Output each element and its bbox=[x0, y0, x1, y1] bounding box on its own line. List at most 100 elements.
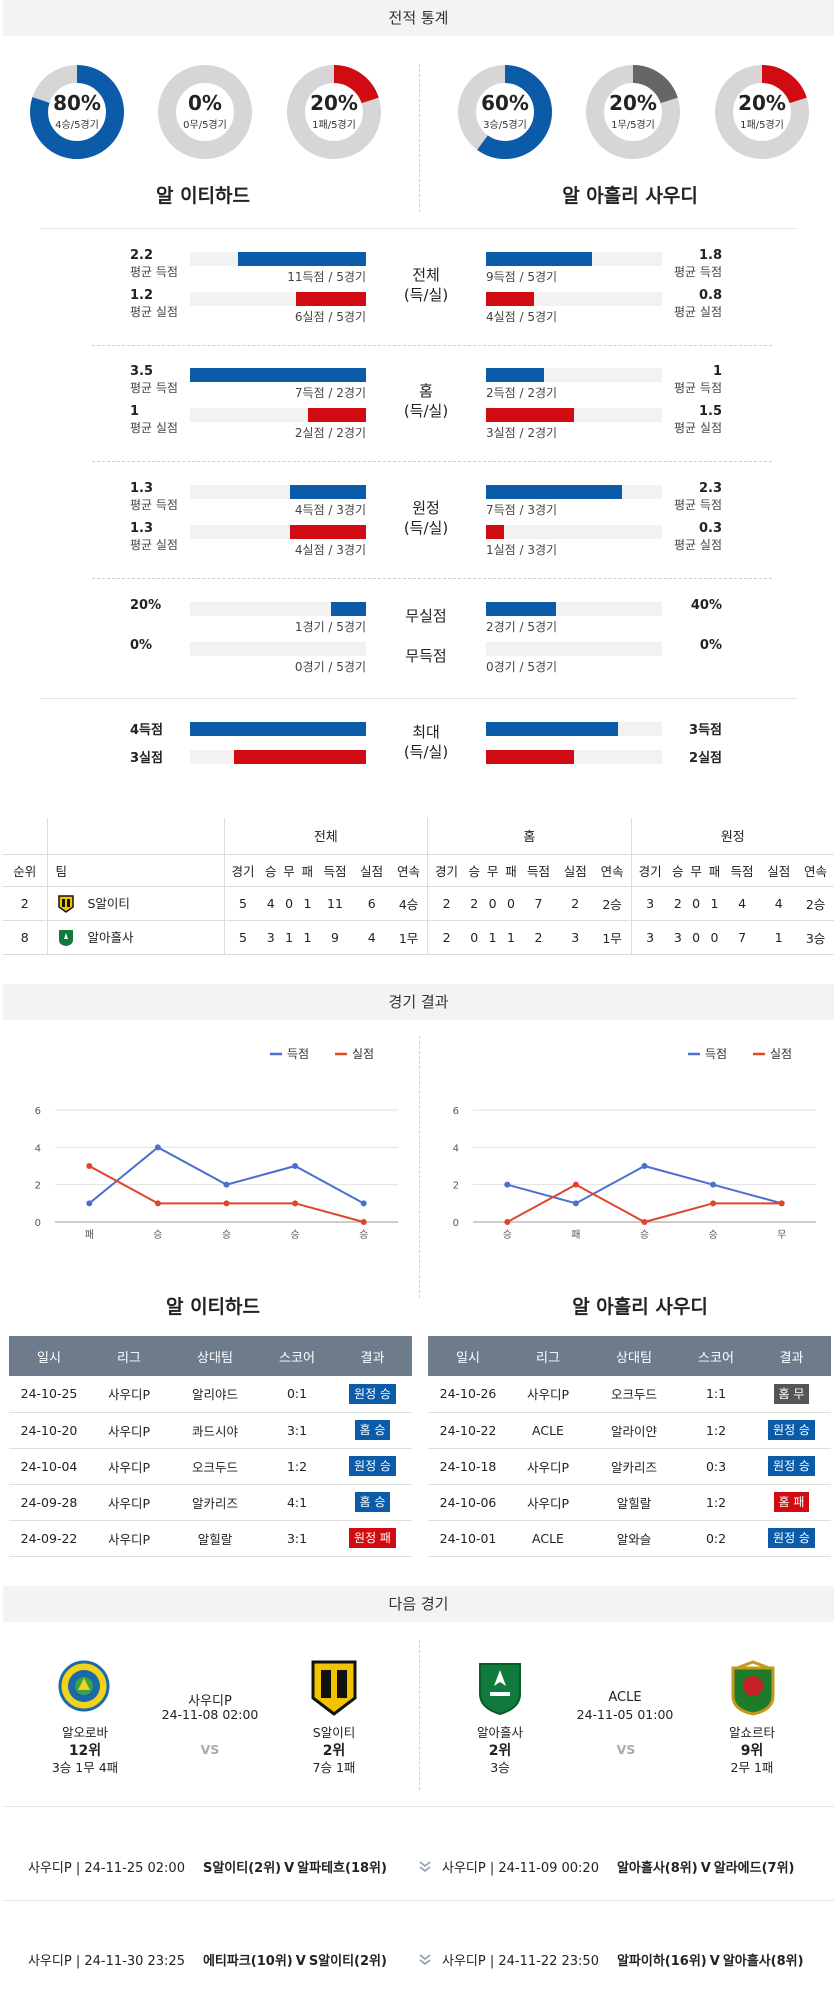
vs-label-2: VS bbox=[616, 1742, 636, 1757]
next-home-record-2: 3승 bbox=[490, 1760, 510, 1775]
score-cell: 0:2 bbox=[680, 1520, 752, 1557]
team-name[interactable]: S알이티 bbox=[87, 895, 130, 911]
fixture-meta: 사우디P | 24-11-22 23:50 bbox=[442, 1954, 599, 1969]
data-point[interactable] bbox=[504, 1219, 511, 1225]
series-line bbox=[88, 1146, 365, 1205]
fixture-away: 알아흘사(8위) bbox=[722, 1954, 804, 1969]
shutout-label: 무득점 bbox=[405, 647, 447, 665]
data-point[interactable] bbox=[223, 1181, 230, 1188]
stat-value-right: 1.5 bbox=[698, 404, 722, 419]
team-cell: 알아흘사 bbox=[47, 920, 225, 955]
y-tick-label: 0 bbox=[453, 1218, 459, 1229]
col-header: 패 bbox=[705, 854, 724, 887]
data-point[interactable] bbox=[154, 1200, 161, 1207]
data-point[interactable] bbox=[86, 1200, 93, 1207]
stat-value-left: 20% bbox=[130, 598, 162, 613]
stat-value-right: 1 bbox=[712, 364, 722, 379]
donut-percent: 0% bbox=[188, 91, 222, 115]
table-row[interactable]: 24-10-04 사우디P 오크두드 1:2 원정 승 bbox=[9, 1448, 412, 1485]
table-row[interactable]: 8 알아흘사 5 3 1 1 9 4 1무 2 0 1 1 2 3 1무 3 3 0 0 7 1 3승 bbox=[3, 920, 834, 955]
max-label-title: 최대 bbox=[412, 723, 440, 741]
stat-cell: 7 bbox=[520, 886, 557, 921]
data-point[interactable] bbox=[641, 1163, 648, 1169]
data-point[interactable] bbox=[292, 1200, 299, 1207]
stat-bar bbox=[296, 292, 366, 306]
data-point[interactable] bbox=[572, 1200, 579, 1207]
table-row[interactable]: 24-10-22 ACLE 알라이얀 1:2 원정 승 bbox=[428, 1412, 831, 1449]
result-badge: 원정 승 bbox=[768, 1528, 815, 1548]
table-row[interactable]: 24-10-01 ACLE 알와슬 0:2 원정 승 bbox=[428, 1520, 831, 1557]
stat-cell: 2 bbox=[427, 886, 466, 921]
stat-caption-left: 4득점 / 3경기 bbox=[294, 503, 366, 517]
y-tick-label: 4 bbox=[453, 1143, 459, 1154]
data-point[interactable] bbox=[641, 1219, 648, 1225]
crest-alorobah-icon bbox=[58, 1660, 110, 1712]
data-point[interactable] bbox=[572, 1181, 579, 1188]
header-cell bbox=[3, 818, 48, 855]
stat-caption-right: 2경기 / 5경기 bbox=[486, 620, 558, 634]
stat-value-left: 3.5 bbox=[130, 364, 154, 379]
data-point[interactable] bbox=[504, 1181, 511, 1188]
y-tick-label: 4 bbox=[35, 1143, 41, 1154]
data-point[interactable] bbox=[710, 1200, 717, 1207]
date-cell: 24-09-28 bbox=[9, 1484, 89, 1521]
table-row[interactable]: 24-10-25 사우디P 알리야드 0:1 원정 승 bbox=[9, 1376, 412, 1413]
stat-value-right: 0% bbox=[699, 638, 722, 653]
result-cell: 원정 승 bbox=[752, 1412, 831, 1449]
col-header: 리그 bbox=[89, 1336, 169, 1376]
data-point[interactable] bbox=[86, 1163, 93, 1169]
donut-track bbox=[158, 65, 252, 159]
rank-cell: 8 bbox=[3, 920, 48, 955]
legend-label: 득점 bbox=[705, 1047, 727, 1061]
data-point[interactable] bbox=[710, 1181, 717, 1188]
stat-value-left: 0% bbox=[130, 638, 153, 653]
y-tick-label: 2 bbox=[453, 1181, 459, 1192]
fixture-away: 알파테흐(18위) bbox=[297, 1861, 387, 1876]
fixture-left[interactable]: 사우디P | 24-11-25 02:00 S알이티(2위) V 알파테흐(18위) bbox=[28, 1857, 387, 1876]
stat-caption-left: 4실점 / 3경기 bbox=[294, 543, 366, 557]
table-row[interactable]: 24-10-20 사우디P 콰드시야 3:1 홈 승 bbox=[9, 1412, 412, 1449]
group-header-home: 홈 bbox=[427, 818, 632, 855]
data-point[interactable] bbox=[292, 1163, 299, 1169]
fixture-right[interactable]: 사우디P | 24-11-09 00:20 알아흘사(8위) V 알라에드(7위) bbox=[442, 1857, 795, 1876]
stat-cell: 2 bbox=[427, 920, 466, 955]
col-header: 상대팀 bbox=[588, 1336, 680, 1376]
data-point[interactable] bbox=[778, 1200, 785, 1207]
col-header: 실점 bbox=[353, 854, 391, 887]
data-point[interactable] bbox=[154, 1144, 161, 1151]
next-away-name: S알이티 bbox=[312, 1725, 356, 1740]
chevron-down-icon[interactable] bbox=[418, 1952, 432, 1966]
table-row[interactable]: 24-10-06 사우디P 알힐랄 1:2 홈 패 bbox=[428, 1484, 831, 1521]
table-row[interactable]: 24-09-28 사우디P 알카리즈 4:1 홈 승 bbox=[9, 1484, 412, 1521]
results-table-right: 일시 리그 상대팀 스코어 결과 24-10-26 사우디P 오크두드 1:1 홈 무 24-10… bbox=[428, 1336, 831, 1557]
stat-caption-left: 2실점 / 2경기 bbox=[294, 426, 366, 440]
team-name[interactable]: 알아흘사 bbox=[87, 929, 134, 945]
col-header: 경기 bbox=[427, 854, 466, 887]
data-point[interactable] bbox=[360, 1219, 367, 1225]
next-home-rank: 12위 bbox=[68, 1743, 102, 1759]
fixture-right[interactable]: 사우디P | 24-11-22 23:50 알파이하(16위) V 알아흘사(8위) bbox=[442, 1950, 804, 1969]
stat-value-left: 1 bbox=[130, 404, 140, 419]
data-point[interactable] bbox=[223, 1200, 230, 1207]
opponent-cell: 알라이얀 bbox=[588, 1412, 680, 1449]
table-row[interactable]: 24-10-18 사우디P 알카리즈 0:3 원정 승 bbox=[428, 1448, 831, 1485]
league-cell: ACLE bbox=[508, 1412, 588, 1449]
score-cell: 4:1 bbox=[261, 1484, 333, 1521]
results-team-left: 알 이티하드 bbox=[165, 1296, 260, 1318]
result-cell: 원정 승 bbox=[333, 1448, 412, 1485]
stat-caption-left: 11득점 / 5경기 bbox=[287, 270, 366, 284]
next-home-record: 3승 1무 4패 bbox=[51, 1760, 119, 1775]
team-title-left: 알 이티하드 bbox=[155, 185, 250, 207]
stat-label-left: 평균 실점 bbox=[130, 305, 178, 319]
x-tick-label: 승 bbox=[640, 1229, 649, 1241]
table-row[interactable]: 24-09-22 사우디P 알힐랄 3:1 원정 패 bbox=[9, 1520, 412, 1557]
chevron-down-icon[interactable] bbox=[418, 1859, 432, 1873]
table-row[interactable]: 24-10-26 사우디P 오크두드 1:1 홈 무 bbox=[428, 1376, 831, 1413]
fixture-left[interactable]: 사우디P | 24-11-30 23:25 에티파크(10위) V S알이티(2위) bbox=[28, 1950, 387, 1969]
data-point[interactable] bbox=[360, 1200, 367, 1207]
table-row[interactable]: 2 S알이티 5 4 0 1 11 6 4승 2 2 0 0 7 2 2승 3 2 0 1 4 4 2승 bbox=[3, 886, 834, 921]
stat-cell: 4 bbox=[760, 886, 798, 921]
col-header: 연속 bbox=[390, 854, 429, 887]
bar-track bbox=[190, 642, 366, 656]
score-cell: 1:1 bbox=[680, 1376, 752, 1413]
